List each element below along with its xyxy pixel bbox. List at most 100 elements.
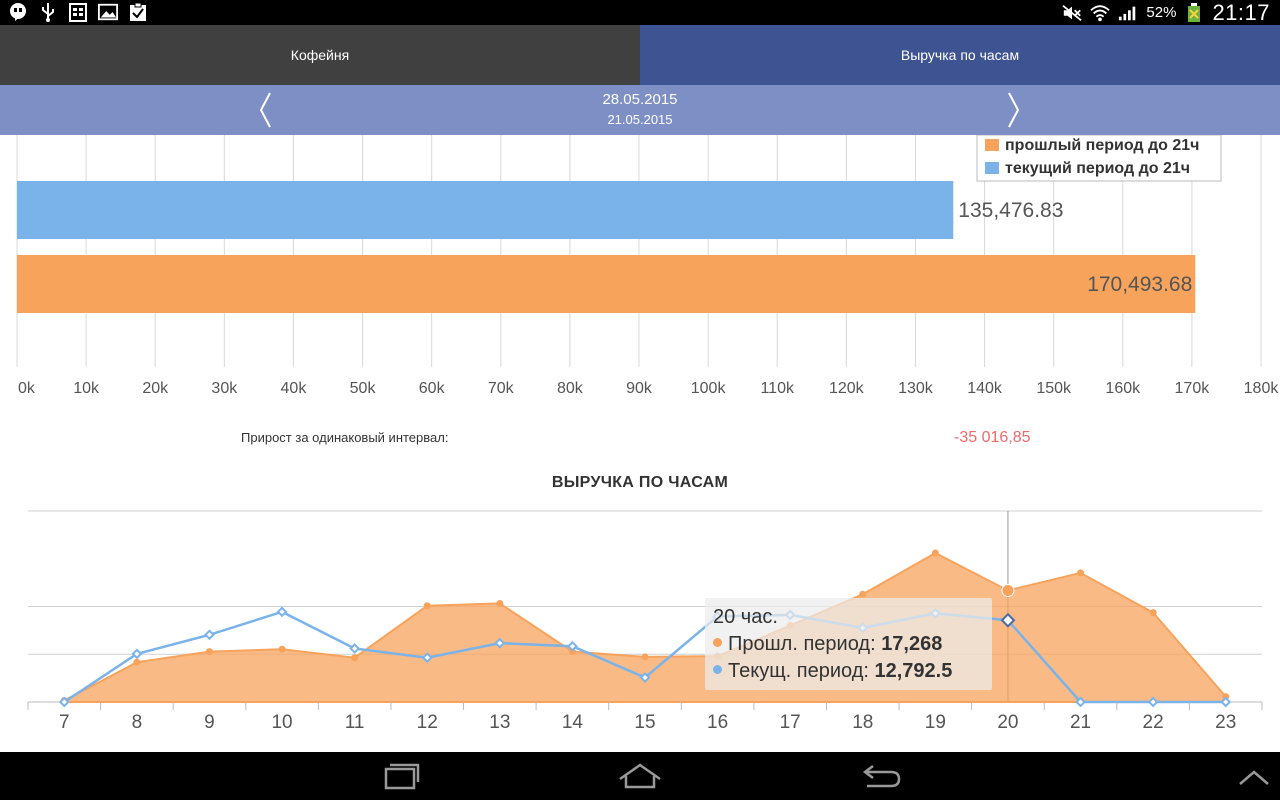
bar-x-tick-label: 120k [829,380,865,397]
signal-icon [1118,3,1138,23]
tooltip-series-value: 17,268 [881,633,943,655]
tab-bar: Кофейня Выручка по часам [0,25,1280,85]
current-series-point [131,648,143,660]
chart-tooltip: 20 час. Прошл. период: 17,268 Текущ. пер… [705,598,992,690]
bar-x-tick-label: 20k [142,380,169,397]
bar-x-tick-label: 10k [73,380,100,397]
legend-label-previous: прошлый период до 21ч [1005,137,1199,154]
legend-swatch-current [985,162,999,174]
chevron-up-icon [1239,770,1269,785]
battery-icon [1184,2,1204,23]
previous-date: 21.05.2015 [607,112,673,127]
previous-series-point [931,549,939,557]
back-button[interactable] [857,760,907,792]
sim-manager-icon [68,2,88,22]
tab-hourly-revenue[interactable]: Выручка по часам [640,25,1280,85]
previous-series-point [278,645,286,653]
line-chart-x-tick-label: 16 [707,712,728,733]
line-chart-x-tick-label: 18 [852,712,873,733]
previous-date-button[interactable] [253,90,277,130]
tab-label: Кофейня [290,47,350,63]
bar-x-tick-label: 40k [281,380,308,397]
tooltip-series-name: Текущ. период [728,660,864,682]
tooltip-dot-current [713,665,722,675]
bar-x-tick-label: 160k [1105,380,1141,397]
legend-label-current: текущий период до 21ч [1005,160,1190,177]
line-chart-x-tick-label: 23 [1215,712,1236,733]
current-series-point [421,652,433,664]
tab-coffee-shop[interactable]: Кофейня [0,25,640,85]
bar-x-tick-label: 110k [760,380,795,397]
wifi-icon [1090,3,1111,23]
recent-apps-icon [384,763,420,790]
line-chart-x-tick-label: 11 [345,712,365,733]
previous-series-point [641,653,649,661]
tooltip-series-value: 12,792.5 [874,660,953,682]
bar-x-tick-label: 70k [488,380,515,397]
line-chart-x-tick-label: 15 [634,712,655,733]
previous-series-point [1077,569,1085,577]
line-chart-x-tick-label: 22 [1143,712,1164,733]
line-chart-x-tick-label: 12 [417,712,438,733]
growth-value: -35 016,85 [954,429,1031,446]
line-chart-x-tick-label: 14 [562,712,584,733]
bar-x-tick-label: 140k [967,380,1003,397]
recent-apps-button[interactable] [376,760,426,792]
system-navigation-bar [0,752,1280,800]
bar-x-tick-label: 50k [350,380,377,397]
current-series-point [276,606,288,618]
bar-value-label-current: 135,476.83 [958,199,1063,222]
chevron-left-icon [259,92,271,128]
expand-up-button[interactable] [1230,760,1280,792]
line-chart-x-tick-label: 21 [1070,712,1091,733]
bar-value-label-previous: 170,493.68 [1087,273,1192,296]
bar-x-tick-label: 80k [557,380,584,397]
battery-percent: 52% [1146,4,1177,21]
current-series-point [349,643,361,654]
legend-swatch-previous [985,139,999,151]
current-series-point [1147,696,1159,708]
current-series-point [58,696,70,708]
tab-label: Выручка по часам [900,47,1020,63]
previous-series-point [859,590,867,598]
hangouts-icon [8,2,28,22]
tooltip-row-current: Текущ. период: 12,792.5 [713,658,984,685]
clock: 21:17 [1212,0,1270,25]
current-series-point [1000,612,1016,628]
line-chart-x-tick-label: 17 [780,712,801,733]
bar-previous-period [17,255,1196,313]
bar-chart-x-axis: 0k 10k 20k 30k 40k 50k 60k 70k 80k 90k 100k 110k 120… [18,380,1279,397]
current-series-point [204,629,215,641]
bar-x-tick-label: 170k [1175,380,1211,397]
usb-icon [38,2,58,22]
bar-chart-legend: прошлый период до 21ч текущий период до … [976,135,1222,182]
previous-series-point [351,654,359,662]
line-chart-x-tick-label: 8 [132,712,143,733]
bar-chart-gridlines [16,135,1262,367]
bar-x-tick-label: 100k [691,380,727,397]
home-button[interactable] [615,760,665,792]
line-chart-x-tick-label: 7 [59,712,70,733]
line-chart-x-tick-label: 9 [204,712,215,733]
previous-series-point [423,602,431,610]
line-chart-x-axis: 7 8 9 10 11 12 13 14 15 16 17 18 19 20 21 22 23 [27,702,1263,733]
previous-series-point [496,599,504,607]
line-chart-x-tick-label: 20 [997,712,1018,733]
chevron-right-icon [1008,92,1020,128]
bar-x-tick-label: 130k [898,380,934,397]
current-series-point [1220,696,1232,708]
home-icon [619,763,661,789]
next-date-button[interactable] [1002,90,1026,130]
hourly-revenue-area-chart[interactable]: 7 8 9 10 11 12 13 14 15 16 17 18 19 20 21 22 23 [0,500,1280,752]
line-chart-x-tick-label: 19 [925,712,946,733]
line-chart-title: ВЫРУЧКА ПО ЧАСАМ [551,474,729,491]
bar-x-tick-label: 0k [18,380,36,397]
bar-x-tick-label: 180k [1244,380,1280,397]
bar-x-tick-label: 30k [211,380,238,397]
line-chart-x-tick-label: 13 [489,712,510,733]
bar-x-tick-label: 60k [419,380,446,397]
status-bar: 52% 21:17 [0,0,1280,25]
current-series-point [639,672,651,683]
gallery-icon [98,2,118,22]
current-date: 28.05.2015 [602,91,678,108]
